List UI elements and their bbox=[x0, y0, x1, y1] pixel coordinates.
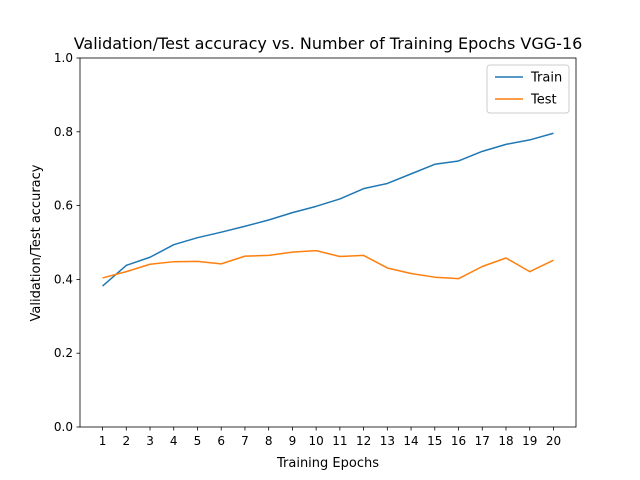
x-tick-label: 17 bbox=[475, 434, 490, 448]
axes-frame bbox=[79, 57, 577, 428]
legend-label-test: Test bbox=[530, 93, 557, 108]
x-tick-label: 4 bbox=[170, 434, 178, 448]
x-tick-label: 20 bbox=[546, 434, 561, 448]
x-tick-label: 10 bbox=[308, 434, 323, 448]
x-tick-label: 8 bbox=[265, 434, 273, 448]
x-tick-label: 9 bbox=[289, 434, 297, 448]
x-tick-label: 15 bbox=[427, 434, 442, 448]
y-tick-label: 1.0 bbox=[54, 51, 73, 65]
legend: Train Test bbox=[486, 64, 570, 114]
x-axis-label: Training Epochs bbox=[276, 456, 379, 471]
legend-label-train: Train bbox=[530, 71, 562, 86]
x-tick-label: 11 bbox=[332, 434, 347, 448]
x-tick-label: 19 bbox=[522, 434, 537, 448]
x-tick-label: 3 bbox=[146, 434, 154, 448]
x-tick-label: 1 bbox=[99, 434, 107, 448]
plot-area: 1 2 3 4 5 6 7 8 9 10 11 12 13 14 15 16 17 18 19 200.00.20.4… bbox=[54, 51, 577, 448]
series-line-train bbox=[102, 132, 554, 287]
y-axis-label: Validation/Test accuracy bbox=[29, 164, 44, 321]
x-tick-label: 2 bbox=[122, 434, 130, 448]
y-tick-label: 0.6 bbox=[54, 199, 73, 213]
y-tick-label: 0.8 bbox=[54, 125, 73, 139]
x-tick-label: 14 bbox=[403, 434, 418, 448]
y-tick-label: 0.2 bbox=[54, 346, 73, 360]
x-tick-label: 6 bbox=[217, 434, 225, 448]
x-tick-label: 16 bbox=[451, 434, 466, 448]
y-tick-label: 0.4 bbox=[54, 272, 73, 286]
x-tick-label: 5 bbox=[194, 434, 202, 448]
x-tick-label: 12 bbox=[356, 434, 371, 448]
x-tick-label: 13 bbox=[380, 434, 395, 448]
y-tick-label: 0.0 bbox=[54, 420, 73, 434]
series-line-test bbox=[102, 249, 554, 280]
chart-title: Validation/Test accuracy vs. Number of T… bbox=[74, 34, 583, 53]
x-tick-label: 7 bbox=[241, 434, 249, 448]
x-tick-label: 18 bbox=[498, 434, 513, 448]
